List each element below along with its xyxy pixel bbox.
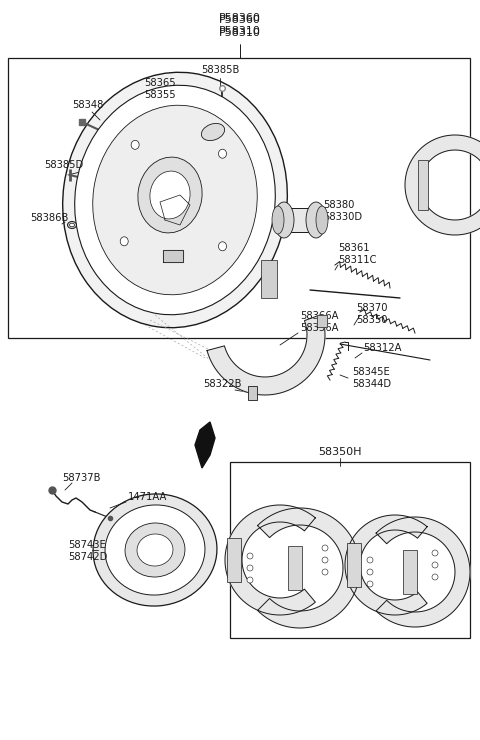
Text: 58370: 58370 — [356, 303, 387, 313]
Ellipse shape — [120, 237, 128, 246]
Polygon shape — [317, 315, 327, 327]
Ellipse shape — [322, 557, 328, 563]
Ellipse shape — [138, 157, 202, 233]
Bar — [8, 58, 470, 338]
Ellipse shape — [247, 577, 253, 583]
Ellipse shape — [93, 494, 217, 606]
Bar — [230, 462, 470, 638]
Text: P58360: P58360 — [219, 13, 261, 23]
Ellipse shape — [93, 105, 257, 295]
Text: 58311C: 58311C — [338, 255, 376, 265]
Bar — [403, 550, 417, 594]
Ellipse shape — [247, 553, 253, 559]
Polygon shape — [405, 135, 480, 235]
Bar — [347, 543, 361, 587]
Ellipse shape — [367, 569, 373, 575]
Ellipse shape — [274, 202, 294, 238]
Text: P58310: P58310 — [219, 28, 261, 38]
Polygon shape — [376, 517, 470, 627]
Polygon shape — [225, 505, 315, 615]
Ellipse shape — [68, 221, 76, 229]
Bar — [280, 208, 320, 232]
Text: 58742D: 58742D — [68, 552, 108, 562]
Text: 1471AA: 1471AA — [128, 492, 168, 502]
Polygon shape — [345, 515, 427, 615]
Text: 58380: 58380 — [323, 200, 354, 210]
Text: P58360: P58360 — [219, 15, 261, 25]
Ellipse shape — [306, 202, 326, 238]
Polygon shape — [207, 314, 325, 395]
Ellipse shape — [367, 581, 373, 587]
Ellipse shape — [218, 149, 227, 158]
Ellipse shape — [432, 574, 438, 580]
Ellipse shape — [70, 223, 74, 226]
Ellipse shape — [63, 73, 288, 328]
Ellipse shape — [367, 557, 373, 563]
Text: 58345E: 58345E — [352, 367, 390, 377]
Text: 58350H: 58350H — [318, 447, 362, 457]
Polygon shape — [160, 195, 190, 225]
Text: 58350: 58350 — [356, 315, 387, 325]
Text: 58385B: 58385B — [201, 65, 239, 75]
Text: 58322B: 58322B — [203, 379, 241, 389]
Ellipse shape — [131, 141, 139, 149]
Ellipse shape — [75, 85, 276, 314]
Polygon shape — [163, 250, 183, 262]
Bar — [248, 386, 257, 400]
Text: 58348: 58348 — [72, 100, 103, 110]
Text: 58366A: 58366A — [300, 311, 338, 321]
Ellipse shape — [218, 242, 227, 251]
Text: 58743E: 58743E — [68, 540, 106, 550]
Polygon shape — [195, 422, 215, 468]
Text: 58330D: 58330D — [323, 212, 362, 222]
Text: 58344D: 58344D — [352, 379, 391, 389]
Ellipse shape — [432, 550, 438, 556]
Bar — [261, 260, 277, 298]
Ellipse shape — [125, 523, 185, 577]
Text: 58356A: 58356A — [300, 323, 338, 333]
Ellipse shape — [316, 206, 328, 234]
Bar — [418, 160, 428, 210]
Ellipse shape — [322, 545, 328, 551]
Text: 58385D: 58385D — [44, 160, 83, 170]
Bar — [288, 546, 302, 590]
Ellipse shape — [105, 505, 205, 595]
Polygon shape — [258, 508, 360, 628]
Text: 58737B: 58737B — [62, 473, 100, 483]
Text: 58361: 58361 — [338, 243, 370, 253]
Text: 58365: 58365 — [144, 78, 176, 88]
Ellipse shape — [137, 534, 173, 566]
Text: 58355: 58355 — [144, 90, 176, 100]
Ellipse shape — [247, 565, 253, 571]
Text: 58312A: 58312A — [363, 343, 401, 353]
Ellipse shape — [202, 124, 225, 141]
Ellipse shape — [322, 569, 328, 575]
Bar — [227, 538, 241, 582]
Ellipse shape — [432, 562, 438, 568]
Text: 58386B: 58386B — [30, 213, 68, 223]
Ellipse shape — [272, 206, 284, 234]
Text: P58310: P58310 — [219, 26, 261, 36]
Ellipse shape — [150, 171, 190, 219]
